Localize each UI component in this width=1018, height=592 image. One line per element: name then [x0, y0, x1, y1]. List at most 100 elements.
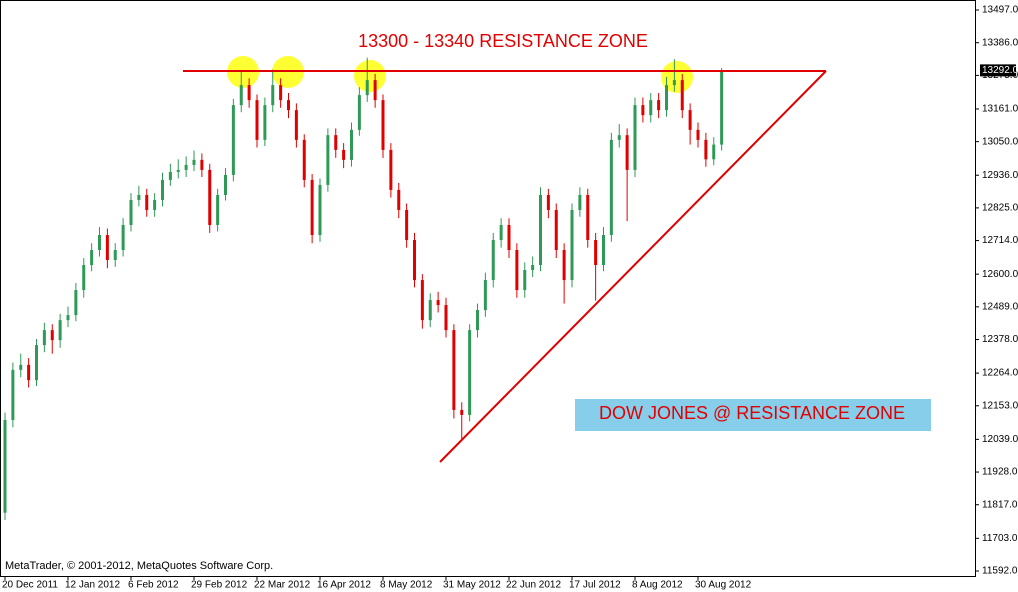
x-tick-label: 17 Jul 2012 — [569, 580, 621, 591]
candle-body — [27, 364, 31, 381]
candle-body — [129, 199, 133, 225]
x-tick-label: 16 Apr 2012 — [317, 580, 371, 591]
candle-body — [161, 179, 164, 200]
candle-body — [641, 105, 645, 116]
candle-body — [633, 105, 637, 170]
footer: MetaTrader, © 2001-2012, MetaQuotes Soft… — [5, 560, 273, 572]
candle-body — [420, 280, 424, 321]
x-tick-label: 30 Aug 2012 — [695, 580, 752, 591]
candle-body — [200, 159, 204, 170]
candle-body — [74, 290, 78, 316]
y-tick-label: 13497.0 — [982, 5, 1018, 16]
candle-body — [625, 135, 629, 170]
candle-body — [483, 280, 487, 311]
candle-body — [239, 85, 243, 106]
candle-body — [342, 149, 346, 160]
candle-body — [672, 80, 676, 86]
candle-body — [82, 265, 86, 291]
x-tick-label: 31 May 2012 — [443, 580, 501, 591]
candle-body — [35, 345, 38, 381]
x-tick-label: 29 Feb 2012 — [191, 580, 248, 591]
y-tick-label: 11592.0 — [982, 566, 1018, 577]
candle-body — [397, 189, 401, 210]
candle-body — [19, 364, 23, 370]
candle-body — [452, 330, 456, 410]
y-tick-label: 13161.0 — [982, 104, 1018, 115]
drawn-lines — [183, 70, 827, 463]
candle-body — [594, 240, 598, 266]
candle-body — [602, 234, 605, 266]
y-tick-label: 12714.0 — [982, 235, 1018, 246]
candle-body — [153, 199, 157, 210]
candle-body — [609, 139, 613, 235]
candle-body — [617, 135, 621, 140]
candle-body — [50, 330, 54, 341]
candle-body — [216, 194, 220, 225]
candle-body — [137, 194, 141, 200]
y-tick-label: 11703.0 — [982, 533, 1018, 544]
candle-body — [444, 305, 448, 331]
candle-body — [318, 184, 322, 235]
y-tick-label: 12825.0 — [982, 203, 1018, 214]
candle-body — [657, 100, 661, 111]
last-price-box — [980, 64, 1016, 77]
candle-body — [105, 234, 109, 261]
candle-body — [58, 320, 62, 341]
highlight-circles — [227, 56, 693, 93]
candle-body — [381, 100, 385, 150]
last-price-label: 13292.0 — [982, 65, 1018, 76]
candle-body — [696, 129, 700, 140]
candle-body — [562, 250, 566, 281]
candles — [3, 57, 724, 521]
candle-body — [247, 85, 251, 101]
candle-body — [389, 149, 393, 190]
candle-body — [704, 139, 708, 160]
candle-body — [176, 169, 180, 172]
candle-body — [468, 330, 472, 415]
candle-body — [350, 129, 353, 160]
candle-body — [145, 194, 149, 210]
candle-body — [224, 174, 227, 195]
highlight-circle — [354, 60, 386, 92]
annotation: DOW JONES @ RESISTANCE ZONE — [599, 403, 905, 423]
y-tick-label: 13050.0 — [982, 136, 1018, 147]
candle-body — [184, 164, 188, 170]
candle-body — [531, 265, 535, 271]
candle-body — [326, 135, 330, 185]
x-tick-label: 12 Jan 2012 — [65, 580, 120, 591]
x-tick-label: 20 Dec 2011 — [2, 580, 58, 591]
y-tick-label: 13386.0 — [982, 37, 1018, 48]
candle-body — [578, 194, 582, 210]
candle-body — [263, 105, 267, 140]
candle-body — [586, 194, 590, 240]
candle-body — [554, 209, 558, 251]
candle-body — [208, 169, 212, 225]
candle-body — [90, 250, 94, 266]
y-tick-label: 11928.0 — [982, 467, 1018, 478]
candle-body — [373, 80, 377, 101]
candle-body — [680, 80, 684, 111]
candle-body — [413, 240, 416, 281]
x-tick-label: 22 Mar 2012 — [254, 580, 311, 591]
plot-frame — [0, 0, 976, 577]
candle-body — [539, 194, 542, 266]
candle-body — [649, 100, 653, 116]
y-tick-label: 11817.0 — [982, 499, 1018, 510]
candle-body — [665, 85, 668, 111]
candle-body — [192, 159, 196, 165]
candle-body — [294, 110, 298, 140]
candle-body — [428, 300, 432, 321]
candle-body — [334, 135, 338, 150]
highlight-circle — [661, 61, 693, 93]
candle-body — [287, 100, 290, 111]
candle-body — [515, 250, 519, 291]
candle-body — [476, 310, 479, 331]
candle-body — [405, 209, 409, 240]
candle-body — [491, 240, 495, 281]
y-tick-label: 12936.0 — [982, 170, 1018, 181]
x-tick-label: 22 Jun 2012 — [506, 580, 561, 591]
candle-body — [507, 224, 511, 251]
candle-body — [98, 234, 101, 251]
